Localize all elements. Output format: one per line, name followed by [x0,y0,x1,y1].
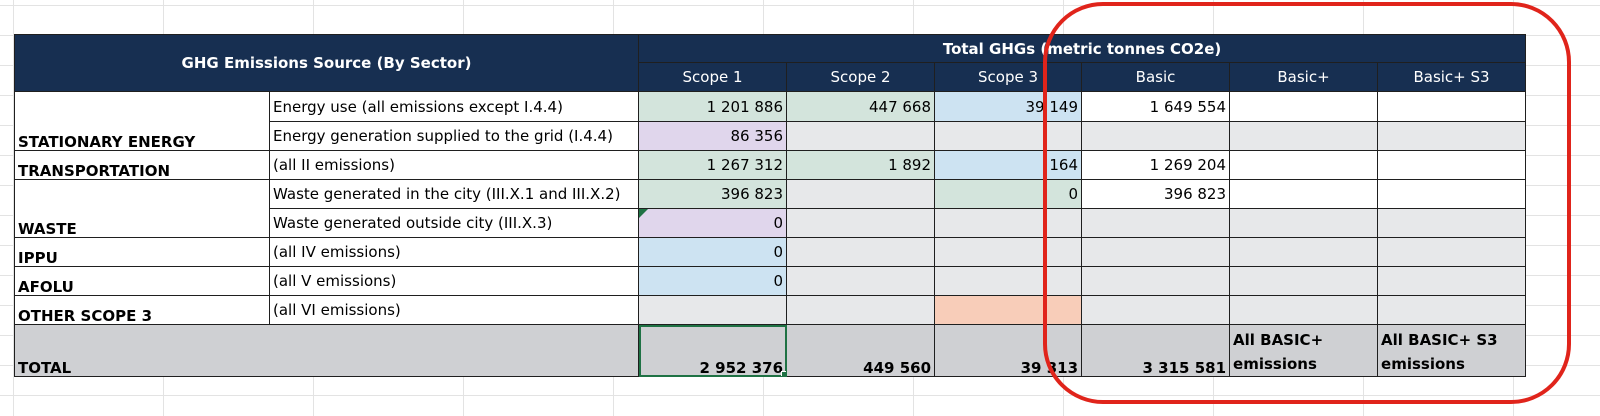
cell-total-basic[interactable]: 3 315 581 [1081,324,1231,377]
table-row: OTHER SCOPE 3 (all VI emissions) [14,295,1527,325]
cell-ippu-basic-plus-s3[interactable] [1377,237,1527,267]
sector-ippu[interactable]: IPPU [14,237,270,267]
cell-other-basic[interactable] [1081,295,1231,325]
table-row: STATIONARY ENERGY Energy use (all emissi… [14,91,1527,151]
sector-transportation[interactable]: TRANSPORTATION [14,150,270,180]
sector-afolu[interactable]: AFOLU [14,266,270,296]
source-ippu[interactable]: (all IV emissions) [268,237,640,267]
cell-waste-in-city-basic-plus[interactable] [1229,179,1379,209]
cell-waste-outside-basic[interactable] [1081,208,1231,238]
cell-ippu-basic-plus[interactable] [1229,237,1379,267]
table-row: IPPU (all IV emissions) 0 [14,237,1527,267]
cell-afolu-scope2[interactable] [786,266,936,296]
col-header-scope1[interactable]: Scope 1 [638,62,788,92]
cell-total-scope1-value: 2 952 376 [699,359,784,377]
cell-total-scope2[interactable]: 449 560 [786,324,936,377]
source-header[interactable]: GHG Emissions Source (By Sector) [13,34,640,92]
cell-waste-outside-scope2[interactable] [786,208,936,238]
cell-total-basic-plus[interactable]: All BASIC+ emissions [1229,324,1379,377]
cell-energy-use-basic[interactable]: 1 649 554 [1081,91,1231,122]
cell-energy-use-scope2[interactable]: 447 668 [786,91,936,122]
total-row: TOTAL 2 952 376 449 560 39 313 3 315 581… [13,324,1527,377]
cell-energy-use-basic-plus[interactable] [1229,91,1379,122]
cell-energy-generation-scope3[interactable] [934,121,1083,151]
cell-energy-generation-basic[interactable] [1081,121,1231,151]
cell-transportation-basic-plus-s3[interactable] [1377,150,1527,180]
col-header-scope2[interactable]: Scope 2 [786,62,936,92]
total-ghgs-header[interactable]: Total GHGs (metric tonnes CO2e) [638,34,1527,63]
cell-waste-in-city-basic[interactable]: 396 823 [1081,179,1231,209]
source-transportation[interactable]: (all II emissions) [268,150,640,180]
cell-waste-outside-basic-plus[interactable] [1229,208,1379,238]
cell-ippu-basic[interactable] [1081,237,1231,267]
sector-waste[interactable]: WASTE [14,179,270,238]
cell-total-scope1[interactable]: 2 952 376 [638,324,788,377]
cell-other-scope1[interactable] [638,295,788,325]
comment-indicator-icon[interactable] [639,209,649,218]
cell-afolu-basic[interactable] [1081,266,1231,296]
cell-other-basic-plus[interactable] [1229,295,1379,325]
cell-energy-use-basic-plus-s3[interactable] [1377,91,1527,122]
cell-energy-generation-scope2[interactable] [786,121,936,151]
cell-transportation-scope1[interactable]: 1 267 312 [638,150,788,180]
cell-afolu-scope1[interactable]: 0 [638,266,788,296]
table-row: Energy generation supplied to the grid (… [15,121,1527,151]
cell-afolu-basic-plus[interactable] [1229,266,1379,296]
col-header-basic-plus-s3[interactable]: Basic+ S3 [1377,62,1527,92]
source-waste-in-city[interactable]: Waste generated in the city (III.X.1 and… [268,179,640,209]
cell-transportation-scope3[interactable]: 164 [934,150,1083,180]
cell-total-scope3[interactable]: 39 313 [934,324,1083,377]
cell-transportation-basic-plus[interactable] [1229,150,1379,180]
source-other-scope3[interactable]: (all VI emissions) [268,295,640,325]
cell-ippu-scope3[interactable] [934,237,1083,267]
cell-afolu-scope3[interactable] [934,266,1083,296]
source-waste-outside-city[interactable]: Waste generated outside city (III.X.3) [268,208,640,238]
cell-ippu-scope2[interactable] [786,237,936,267]
table-row: Waste generated outside city (III.X.3) 0 [15,208,1527,238]
cell-other-scope3[interactable] [934,295,1083,325]
source-energy-generation[interactable]: Energy generation supplied to the grid (… [268,121,640,151]
sector-stationary-energy[interactable]: STATIONARY ENERGY [14,91,270,151]
cell-energy-generation-basic-plus-s3[interactable] [1377,121,1527,151]
col-header-basic-plus[interactable]: Basic+ [1229,62,1379,92]
sector-other-scope3[interactable]: OTHER SCOPE 3 [14,295,270,325]
cell-transportation-scope2[interactable]: 1 892 [786,150,936,180]
cell-afolu-basic-plus-s3[interactable] [1377,266,1527,296]
table-row: TRANSPORTATION (all II emissions) 1 267 … [14,150,1527,180]
cell-other-scope2[interactable] [786,295,936,325]
cell-waste-outside-basic-plus-s3[interactable] [1377,208,1527,238]
cell-energy-use-scope3[interactable]: 39 149 [934,91,1083,122]
cell-waste-in-city-scope3[interactable]: 0 [934,179,1083,209]
source-afolu[interactable]: (all V emissions) [268,266,640,296]
col-header-basic[interactable]: Basic [1081,62,1231,92]
cell-waste-outside-scope1[interactable]: 0 [638,208,788,238]
cell-waste-in-city-basic-plus-s3[interactable] [1377,179,1527,209]
cell-waste-outside-scope1-value: 0 [773,214,784,232]
total-label[interactable]: TOTAL [13,324,640,377]
cell-energy-generation-basic-plus[interactable] [1229,121,1379,151]
cell-transportation-basic[interactable]: 1 269 204 [1081,150,1231,180]
col-header-scope3[interactable]: Scope 3 [934,62,1083,92]
table-row: WASTE Waste generated in the city (III.X… [14,179,1527,238]
ghg-emissions-table: GHG Emissions Source (By Sector) Total G… [13,34,1527,377]
fill-handle[interactable] [781,371,786,376]
cell-waste-in-city-scope2[interactable] [786,179,936,209]
cell-waste-outside-scope3[interactable] [934,208,1083,238]
cell-other-basic-plus-s3[interactable] [1377,295,1527,325]
source-energy-use[interactable]: Energy use (all emissions except I.4.4) [268,91,640,122]
table-row: AFOLU (all V emissions) 0 [14,266,1527,296]
cell-energy-generation-scope1[interactable]: 86 356 [638,121,788,151]
cell-energy-use-scope1[interactable]: 1 201 886 [638,91,788,122]
cell-total-basic-plus-s3[interactable]: All BASIC+ S3 emissions [1377,324,1527,377]
cell-waste-in-city-scope1[interactable]: 396 823 [638,179,788,209]
cell-ippu-scope1[interactable]: 0 [638,237,788,267]
